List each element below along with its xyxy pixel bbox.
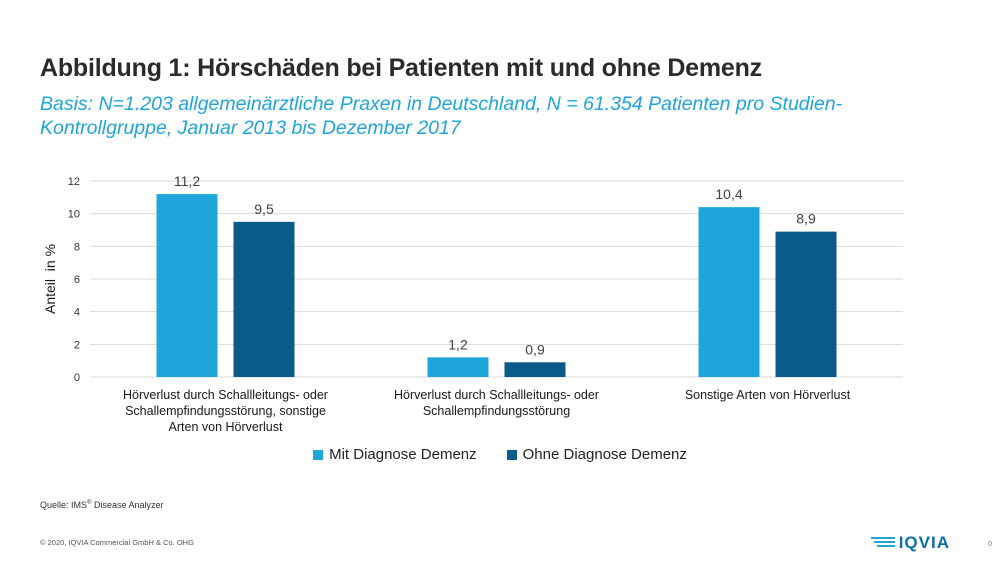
data-label: 8,9 bbox=[796, 211, 816, 227]
data-label: 10,4 bbox=[715, 186, 742, 202]
y-tick-label: 4 bbox=[74, 307, 80, 319]
x-category-label: Sonstige Arten von Hörverlust bbox=[685, 388, 851, 402]
page-title: Abbildung 1: Hörschäden bei Patienten mi… bbox=[40, 54, 762, 82]
source-suffix: Disease Analyzer bbox=[91, 500, 164, 510]
bar bbox=[427, 357, 489, 377]
iqvia-logo-text: IQVIA bbox=[898, 533, 950, 552]
data-label: 0,9 bbox=[525, 341, 545, 357]
x-category-label: Schallempfindungsstörung bbox=[423, 404, 570, 418]
source-prefix: Quelle: IMS bbox=[40, 500, 88, 510]
x-category-label: Hörverlust durch Schallleitungs- oder bbox=[123, 388, 328, 402]
y-axis-label: Anteil in % bbox=[42, 244, 58, 314]
x-category-label: Hörverlust durch Schallleitungs- oder bbox=[394, 388, 599, 402]
legend-label-series-2: Ohne Diagnose Demenz bbox=[522, 446, 687, 463]
chart-legend: Mit Diagnose Demenz Ohne Diagnose Demenz bbox=[0, 446, 1000, 463]
source-note: Quelle: IMS® Disease Analyzer bbox=[40, 500, 164, 510]
y-tick-label: 6 bbox=[74, 274, 80, 286]
data-label: 9,5 bbox=[254, 201, 274, 217]
y-tick-label: 2 bbox=[74, 339, 80, 351]
x-category-label: Schallempfindungsstörung, sonstige bbox=[125, 404, 326, 418]
legend-label-series-1: Mit Diagnose Demenz bbox=[329, 446, 477, 463]
iqvia-logo: IQVIA bbox=[870, 533, 950, 553]
iqvia-logo-icon bbox=[870, 537, 895, 547]
legend-item-series-2: Ohne Diagnose Demenz bbox=[506, 446, 687, 463]
bar-chart: 0 2 4 6 8 10 12 Anteil in % 11,2 9,5 Hörverlust du… bbox=[42, 173, 903, 434]
y-tick-label: 12 bbox=[68, 176, 80, 188]
y-tick-label: 0 bbox=[74, 372, 80, 384]
page-number: 0 bbox=[988, 541, 992, 548]
legend-swatch-series-1 bbox=[313, 449, 324, 460]
data-label: 1,2 bbox=[448, 336, 468, 352]
y-tick-label: 8 bbox=[74, 241, 80, 253]
legend-item-series-1: Mit Diagnose Demenz bbox=[313, 446, 477, 463]
bar bbox=[504, 362, 566, 377]
page-subtitle: Basis: N=1.203 allgemeinärztliche Praxen… bbox=[40, 93, 843, 139]
x-category-label: Arten von Hörverlust bbox=[169, 420, 283, 434]
bar bbox=[775, 231, 837, 377]
bar bbox=[698, 207, 760, 377]
registered-mark: ® bbox=[87, 500, 92, 506]
y-tick-label: 10 bbox=[68, 209, 80, 221]
legend-swatch-series-2 bbox=[506, 449, 517, 460]
bar bbox=[156, 194, 218, 377]
bar bbox=[233, 221, 295, 377]
copyright-note: © 2020, IQVIA Commercial GmbH & Co. OHG bbox=[40, 538, 194, 547]
data-label: 11,2 bbox=[174, 173, 200, 189]
